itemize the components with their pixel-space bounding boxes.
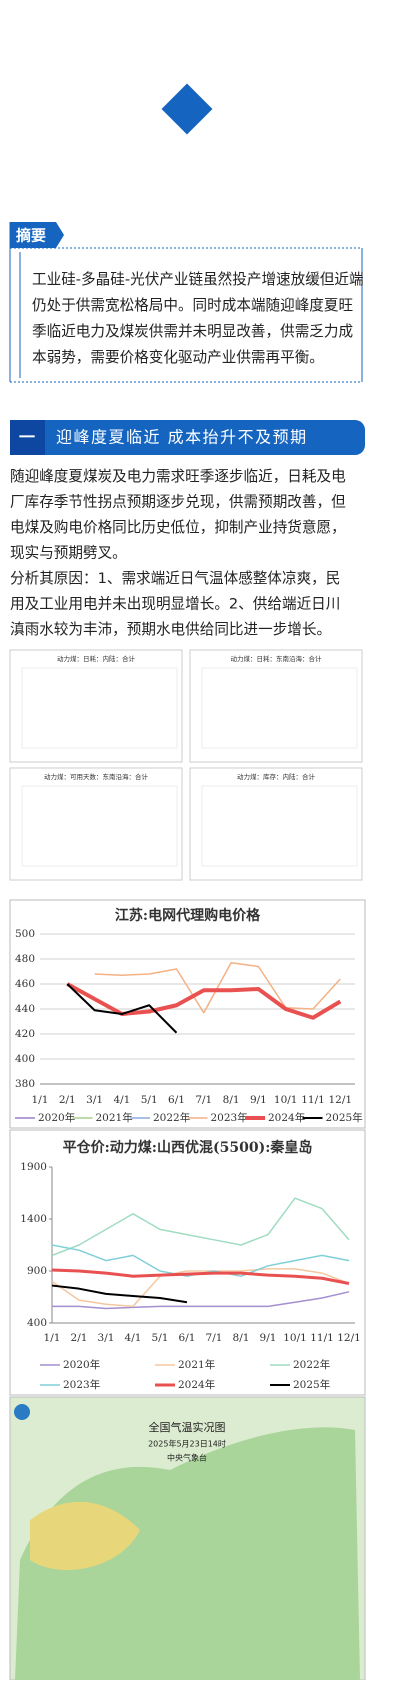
abstract-line: 本弱势，需要价格变化驱动产业供需再平衡。 xyxy=(32,349,324,366)
y-tick-label: 1400 xyxy=(20,1213,47,1225)
series-line xyxy=(66,982,342,1020)
legend-label: 2023年 xyxy=(211,1111,248,1124)
y-tick-label: 900 xyxy=(27,1265,47,1277)
legend-label: 2023年 xyxy=(63,1378,100,1391)
x-tick-label: 6/1 xyxy=(179,1332,196,1344)
small-chart-frame xyxy=(9,649,183,763)
small-charts: 动力煤：日耗：内陆：合计 动力煤：日耗：东南沿海：合计动力煤：可用天数：东南沿海：… xyxy=(9,649,363,881)
x-tick-label: 4/1 xyxy=(125,1332,142,1344)
paragraph-line: 滇雨水较为丰沛，预期水电供给同比进一步增长。 xyxy=(10,620,331,638)
x-tick-label: 8/1 xyxy=(233,1332,250,1344)
x-tick-label: 1/1 xyxy=(44,1332,61,1344)
y-tick-label: 420 xyxy=(15,1028,35,1040)
abstract-line: 工业硅-多晶硅-光伏产业链虽然投产增速放缓但近端 xyxy=(32,271,364,288)
small-chart-title: 动力煤：日耗：内陆：合计 xyxy=(57,654,136,663)
series-line xyxy=(52,1291,350,1310)
series-line xyxy=(51,1197,350,1257)
x-tick-label: 10/1 xyxy=(274,1094,298,1106)
small-chart-plot xyxy=(201,667,358,749)
x-tick-label: 12/1 xyxy=(337,1332,361,1344)
logo xyxy=(14,1404,30,1420)
legend-label: 2020年 xyxy=(38,1111,75,1124)
paragraph: 随迎峰度夏煤炭及电力需求旺季逐步临近，日耗及电厂库存季节性拐点预期逐步兑现，供需… xyxy=(10,468,346,638)
paragraph-line: 随迎峰度夏煤炭及电力需求旺季逐步临近，日耗及电 xyxy=(10,468,346,485)
x-tick-label: 9/1 xyxy=(250,1094,267,1106)
series-line xyxy=(66,983,178,1034)
small-chart-plot xyxy=(21,667,178,749)
series-line xyxy=(51,1284,188,1304)
section-number: 一 xyxy=(19,428,35,447)
x-tick-label: 3/1 xyxy=(98,1332,115,1344)
section-number-bg xyxy=(10,420,45,455)
tab xyxy=(10,222,64,248)
legend-label: 2024年 xyxy=(268,1111,305,1124)
paragraph-line: 电煤及购电价格同比历史低位，抑制产业持货意愿， xyxy=(10,518,346,536)
y-tick-label: 1900 xyxy=(20,1161,47,1173)
small-chart-title: 动力煤：库存：内陆：合计 xyxy=(237,772,316,781)
x-tick-label: 2/1 xyxy=(71,1332,88,1344)
abstract-line: 季临近电力及煤炭供需并未明显改善，供需乏力成 xyxy=(32,323,353,340)
legend-label: 2025年 xyxy=(293,1378,330,1391)
x-tick-label: 10/1 xyxy=(283,1332,307,1344)
abstract-line: 仍处于供需宽松格局中。同时成本端随迎峰度夏旺 xyxy=(32,297,353,314)
x-tick-label: 1/1 xyxy=(32,1094,49,1106)
map-date: 2025年5月23日14时 xyxy=(148,1439,226,1449)
x-tick-label: 7/1 xyxy=(195,1094,212,1106)
abstract-label: 摘要 xyxy=(16,227,46,245)
x-tick-label: 8/1 xyxy=(223,1094,240,1106)
map-land xyxy=(15,1427,360,1680)
legend-label: 2021年 xyxy=(178,1358,215,1371)
x-tick-label: 5/1 xyxy=(152,1332,169,1344)
map-region xyxy=(30,1501,140,1570)
small-chart-frame xyxy=(9,767,183,881)
legend-label: 2024年 xyxy=(178,1378,215,1391)
series-line xyxy=(51,1268,350,1285)
legend-label: 2025年 xyxy=(326,1111,363,1124)
legend-label: 2022年 xyxy=(153,1111,190,1124)
chart-title: 江苏:电网代理购电价格 xyxy=(115,907,261,924)
map-source: 中央气象台 xyxy=(167,1453,207,1463)
chart-frame xyxy=(9,1129,366,1396)
map-title: 全国气温实况图 xyxy=(149,1420,226,1434)
y-tick-label: 380 xyxy=(15,1078,35,1090)
x-tick-label: 5/1 xyxy=(141,1094,158,1106)
legend-label: 2022年 xyxy=(293,1358,330,1371)
paragraph-line: 现实与预期劈叉。 xyxy=(10,544,127,562)
small-chart-plot xyxy=(201,785,358,867)
x-tick-label: 2/1 xyxy=(59,1094,76,1106)
y-tick-label: 460 xyxy=(15,978,35,990)
x-tick-label: 3/1 xyxy=(86,1094,103,1106)
small-chart-title: 动力煤：日耗：东南沿海：合计 xyxy=(231,654,323,663)
legend-label: 2020年 xyxy=(63,1358,100,1371)
x-tick-label: 12/1 xyxy=(329,1094,353,1106)
legend-label: 2021年 xyxy=(96,1111,133,1124)
x-tick-label: 6/1 xyxy=(168,1094,185,1106)
small-chart-plot xyxy=(21,785,178,867)
x-tick-label: 9/1 xyxy=(260,1332,277,1344)
paragraph-line: 用及工业用电并未出现明显增长。2、供给端近日川 xyxy=(10,596,340,613)
charts: 江苏:电网代理购电价格 380 400 420 440 460 480 500 1/1 2/1 3/… xyxy=(9,899,366,1396)
x-tick-label: 11/1 xyxy=(301,1094,325,1106)
y-tick-label: 500 xyxy=(15,928,35,940)
paragraph-line: 分析其原因：1、需求端近日气温体感整体凉爽，民 xyxy=(10,570,340,587)
section-title: 迎峰度夏临近 成本抬升不及预期 xyxy=(56,428,308,447)
diamond-icon xyxy=(161,83,213,135)
x-tick-label: 4/1 xyxy=(113,1094,130,1106)
chart-title: 平仓价:动力煤:山西优混(5500):秦皇岛 xyxy=(63,1139,313,1156)
x-tick-label: 7/1 xyxy=(206,1332,223,1344)
paragraph-line: 厂库存季节性拐点预期逐步兑现，供需预期改善，但 xyxy=(10,494,346,511)
series-line xyxy=(51,1268,350,1308)
series-line xyxy=(94,962,341,1014)
y-tick-label: 480 xyxy=(15,953,35,965)
abstract-text: 工业硅-多晶硅-光伏产业链虽然投产增速放缓但近端仍处于供需宽松格局中。同时成本端… xyxy=(32,271,364,366)
small-chart-frame xyxy=(189,767,363,881)
small-chart-frame xyxy=(189,649,363,763)
y-tick-label: 440 xyxy=(15,1003,35,1015)
y-tick-label: 400 xyxy=(15,1053,35,1065)
small-chart-title: 动力煤：可用天数：东南沿海：合计 xyxy=(44,772,149,781)
y-tick-label: 400 xyxy=(27,1317,47,1329)
x-tick-label: 11/1 xyxy=(310,1332,334,1344)
section-banner xyxy=(10,420,365,455)
